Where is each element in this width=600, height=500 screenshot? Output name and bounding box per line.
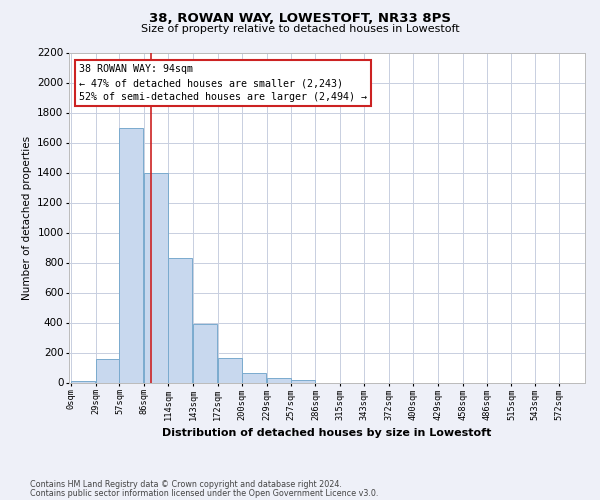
Bar xyxy=(71,381,95,382)
Y-axis label: Number of detached properties: Number of detached properties xyxy=(22,136,32,300)
Text: 38, ROWAN WAY, LOWESTOFT, NR33 8PS: 38, ROWAN WAY, LOWESTOFT, NR33 8PS xyxy=(149,12,451,26)
Text: Contains public sector information licensed under the Open Government Licence v3: Contains public sector information licen… xyxy=(30,488,379,498)
Text: 38 ROWAN WAY: 94sqm
← 47% of detached houses are smaller (2,243)
52% of semi-det: 38 ROWAN WAY: 94sqm ← 47% of detached ho… xyxy=(79,64,367,102)
Text: Contains HM Land Registry data © Crown copyright and database right 2024.: Contains HM Land Registry data © Crown c… xyxy=(30,480,342,489)
Bar xyxy=(193,324,217,382)
Bar xyxy=(218,358,242,382)
X-axis label: Distribution of detached houses by size in Lowestoft: Distribution of detached houses by size … xyxy=(163,428,491,438)
Bar xyxy=(168,258,192,382)
Bar xyxy=(145,172,168,382)
Bar xyxy=(266,378,290,382)
Bar xyxy=(290,380,314,382)
Bar xyxy=(119,128,143,382)
Bar xyxy=(242,373,266,382)
Bar xyxy=(95,359,119,382)
Text: Size of property relative to detached houses in Lowestoft: Size of property relative to detached ho… xyxy=(140,24,460,34)
